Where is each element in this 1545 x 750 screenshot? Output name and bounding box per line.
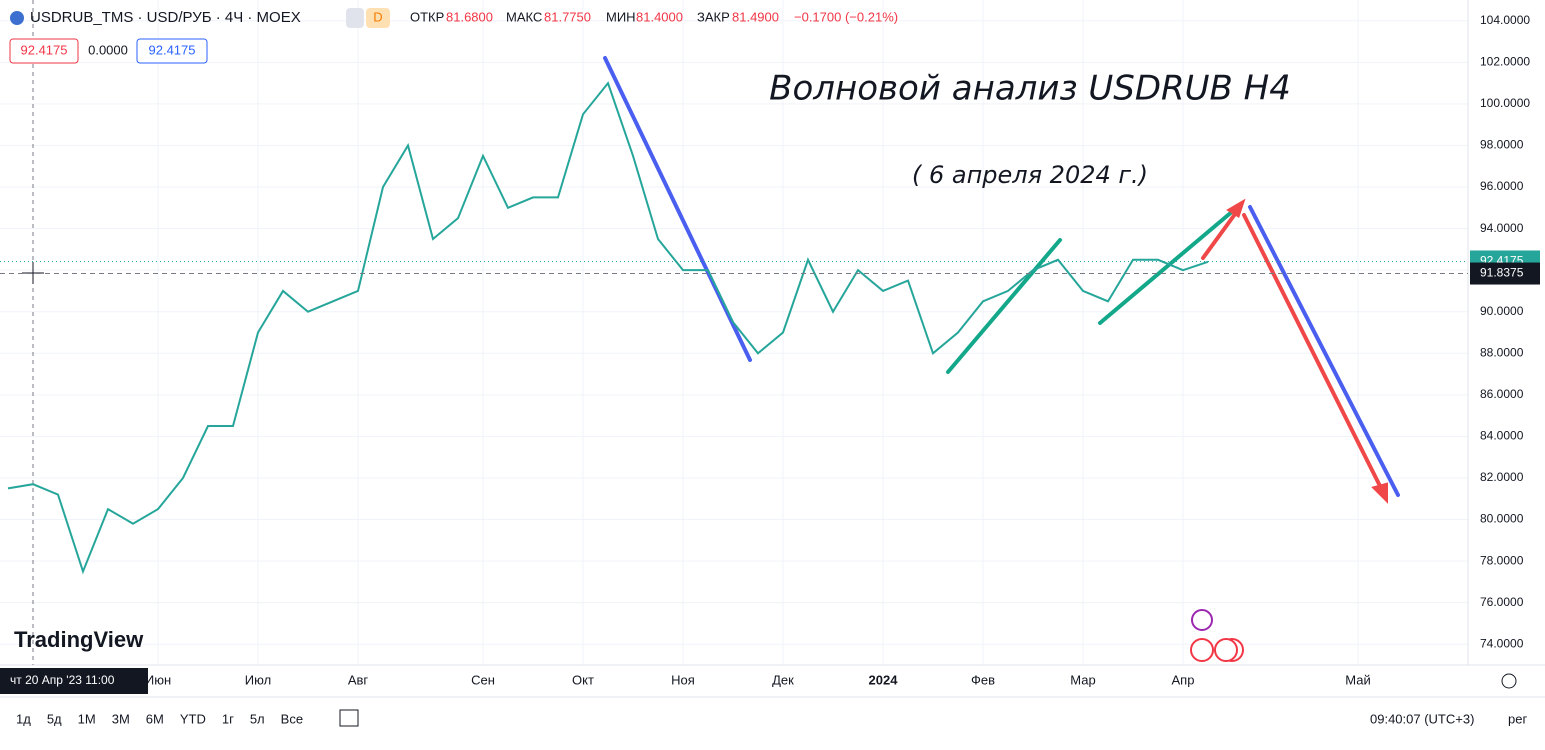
y-tick-label: 78.0000 (1480, 553, 1524, 567)
badge: D (373, 9, 382, 24)
y-tick-label: 100.0000 (1480, 96, 1530, 110)
mode[interactable]: рег (1508, 711, 1527, 726)
range-button[interactable]: 1г (222, 711, 234, 726)
y-tick-label: 98.0000 (1480, 138, 1524, 152)
x-tick-label: 2024 (869, 672, 899, 687)
y-tick-label: 104.0000 (1480, 13, 1530, 27)
ohlc-label: ОТКР (410, 9, 444, 24)
crosshair-date: чт 20 Апр '23 11:00 (10, 673, 115, 687)
event-icon[interactable] (1190, 638, 1214, 662)
x-tick-label: Дек (772, 672, 794, 687)
range-button[interactable]: 1М (78, 711, 96, 726)
x-tick-label: Июл (245, 672, 271, 687)
y-tick-label: 90.0000 (1480, 304, 1524, 318)
range-button[interactable]: 6М (146, 711, 164, 726)
x-tick-label: Мар (1070, 672, 1095, 687)
y-tick-label: 84.0000 (1480, 429, 1524, 443)
x-tick-label: Авг (348, 672, 369, 687)
arrow-head (1226, 198, 1246, 219)
value: 92.4175 (21, 42, 68, 57)
crosshair-date-bg (0, 668, 148, 694)
symbol-icon (10, 11, 24, 25)
value-box (136, 38, 208, 64)
y-tick-label: 74.0000 (1480, 636, 1524, 650)
y-tick-label: 80.0000 (1480, 512, 1524, 526)
change: −0.1700 (−0.21%) (794, 9, 898, 24)
ohlc-label: МАКС (506, 9, 542, 24)
symbol[interactable]: USDRUB_TMS · USD/РУБ · 4Ч · MOEX (30, 9, 301, 26)
range-button[interactable]: 3М (112, 711, 130, 726)
logo: TradingView (14, 627, 144, 652)
drawings (603, 56, 1400, 504)
x-tick-label: Май (1345, 672, 1370, 687)
ohlc-value: 81.4000 (636, 9, 683, 24)
settings-icon[interactable] (1501, 673, 1517, 689)
y-tick-label: 86.0000 (1480, 387, 1524, 401)
range-button[interactable]: 5д (47, 711, 62, 726)
y-tick-label: 88.0000 (1480, 345, 1524, 359)
y-tick-label: 94.0000 (1480, 221, 1524, 235)
arrow-head (1371, 482, 1388, 504)
event-icon[interactable] (1214, 638, 1238, 662)
range-button[interactable]: Все (281, 711, 303, 726)
wave-arrow (1201, 208, 1240, 260)
price-label-bg (1470, 262, 1540, 285)
x-tick-label: Фев (971, 672, 995, 687)
calendar-icon[interactable] (339, 709, 359, 727)
wave-line (603, 56, 752, 362)
range-button[interactable]: 1д (16, 711, 31, 726)
range-button[interactable]: 5л (250, 711, 265, 726)
wave-line (1248, 205, 1400, 497)
x-tick-label: Июн (145, 672, 171, 687)
x-tick-label: Ноя (671, 672, 695, 687)
ohlc-value: 81.6800 (446, 9, 493, 24)
annotation: ( 6 апреля 2024 г.) (912, 161, 1148, 189)
clock: 09:40:07 (UTC+3) (1370, 711, 1474, 726)
badge-bg (346, 8, 364, 28)
wave-arrow (1242, 213, 1384, 492)
x-tick-label: Апр (1172, 672, 1195, 687)
ohlc-value: 81.7750 (544, 9, 591, 24)
badge-bg (366, 8, 390, 28)
y-tick-label: 76.0000 (1480, 595, 1524, 609)
event-icon[interactable] (1191, 609, 1213, 631)
ohlc-value: 81.4900 (732, 9, 779, 24)
y-tick-label: 102.0000 (1480, 55, 1530, 69)
value: 0.0000 (88, 42, 128, 57)
ohlc-label: ЗАКР (697, 9, 730, 24)
x-tick-label: Сен (471, 672, 495, 687)
ohlc-label: МИН (606, 9, 636, 24)
wave-line (946, 238, 1062, 374)
y-tick-label: 82.0000 (1480, 470, 1524, 484)
range-button[interactable]: YTD (180, 711, 206, 726)
price-label: 91.8375 (1480, 266, 1524, 280)
price-line (7, 81, 1209, 575)
annotation: Волновой анализ USDRUB H4 (769, 69, 1291, 109)
x-tick-label: Окт (572, 672, 594, 687)
value: 92.4175 (149, 42, 196, 57)
value-box (9, 38, 79, 64)
y-tick-label: 96.0000 (1480, 179, 1524, 193)
